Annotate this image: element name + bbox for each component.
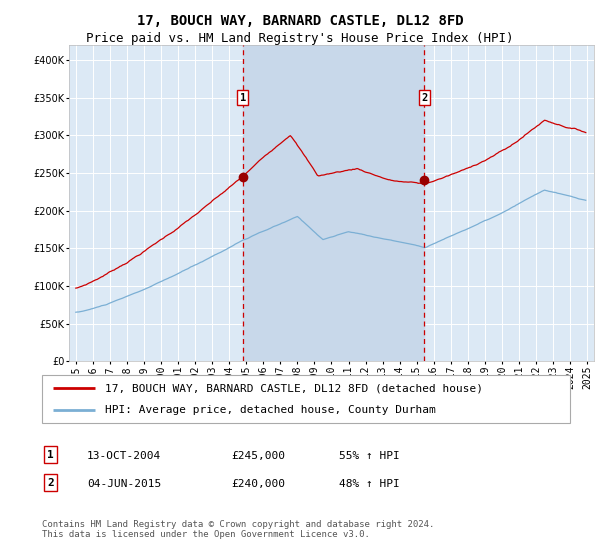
Text: 17, BOUCH WAY, BARNARD CASTLE, DL12 8FD: 17, BOUCH WAY, BARNARD CASTLE, DL12 8FD: [137, 14, 463, 28]
Text: 55% ↑ HPI: 55% ↑ HPI: [339, 451, 400, 461]
Text: 04-JUN-2015: 04-JUN-2015: [87, 479, 161, 489]
FancyBboxPatch shape: [42, 375, 570, 423]
Text: 1: 1: [239, 92, 246, 102]
Text: 48% ↑ HPI: 48% ↑ HPI: [339, 479, 400, 489]
Bar: [242, 45, 424, 361]
Text: HPI: Average price, detached house, County Durham: HPI: Average price, detached house, Coun…: [106, 405, 436, 415]
Text: 2: 2: [47, 478, 54, 488]
Text: Price paid vs. HM Land Registry's House Price Index (HPI): Price paid vs. HM Land Registry's House …: [86, 32, 514, 45]
Text: Contains HM Land Registry data © Crown copyright and database right 2024.
This d: Contains HM Land Registry data © Crown c…: [42, 520, 434, 539]
Text: £245,000: £245,000: [231, 451, 285, 461]
Text: 2: 2: [421, 92, 428, 102]
Text: £240,000: £240,000: [231, 479, 285, 489]
Text: 13-OCT-2004: 13-OCT-2004: [87, 451, 161, 461]
Text: 17, BOUCH WAY, BARNARD CASTLE, DL12 8FD (detached house): 17, BOUCH WAY, BARNARD CASTLE, DL12 8FD …: [106, 383, 484, 393]
Text: 1: 1: [47, 450, 54, 460]
